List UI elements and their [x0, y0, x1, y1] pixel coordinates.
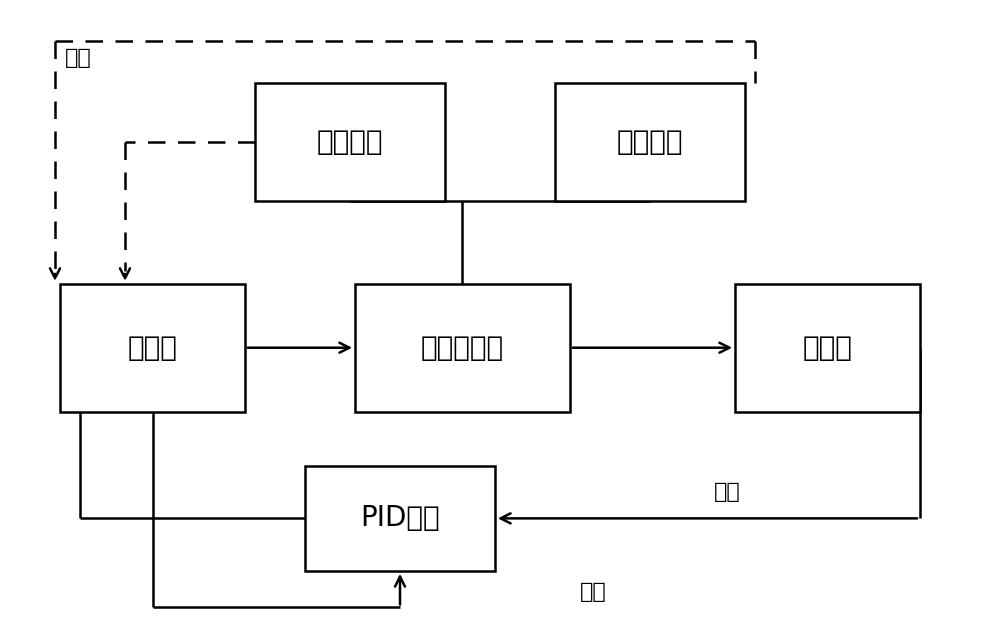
Bar	[555, 83, 745, 201]
Text: PID调整: PID调整	[360, 505, 440, 532]
Text: 场强计: 场强计	[803, 334, 852, 362]
Text: 补偿: 补偿	[580, 582, 607, 602]
Bar	[305, 466, 495, 571]
Bar	[355, 284, 570, 412]
Text: 功率放大器: 功率放大器	[421, 334, 504, 362]
Bar	[60, 284, 245, 412]
Text: 保护: 保护	[65, 48, 92, 68]
Text: 前向功率: 前向功率	[317, 128, 383, 156]
Bar	[735, 284, 920, 412]
Text: 信号源: 信号源	[128, 334, 177, 362]
Text: 调整: 调整	[714, 482, 741, 503]
Text: 后向功率: 后向功率	[617, 128, 683, 156]
Bar	[255, 83, 445, 201]
